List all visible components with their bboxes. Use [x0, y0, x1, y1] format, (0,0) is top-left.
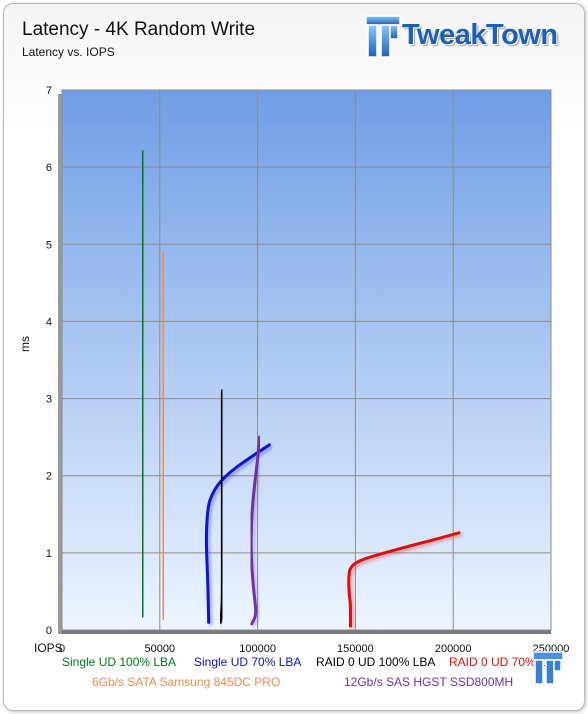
y-tick-label: 4 [46, 316, 52, 328]
tweaktown-logo-icon [365, 15, 401, 58]
chart-title: Latency - 4K Random Write [22, 19, 256, 40]
y-tick-label: 1 [46, 548, 52, 560]
x-tick-label: 50000 [145, 643, 176, 655]
legend-entry: Single UD 100% LBA [62, 655, 177, 669]
plot-floor [58, 630, 551, 634]
x-axis-title: IOPS [34, 641, 63, 655]
plot-area [61, 89, 552, 631]
series-line [347, 531, 461, 628]
tweaktown-badge-icon [532, 651, 564, 685]
y-tick-label: 0 [46, 625, 52, 637]
series-line [204, 443, 271, 624]
y-tick-label: 5 [46, 239, 52, 251]
y-tick-label: 6 [46, 162, 52, 174]
legend-entry: Single UD 70% LBA [194, 655, 302, 669]
series-line [249, 435, 262, 626]
x-tick-label: 200000 [435, 643, 472, 655]
brand-name: TweakTown [402, 19, 558, 51]
series-line [161, 250, 166, 620]
y-tick-label: 3 [46, 394, 52, 406]
x-tick-label: 0 [59, 643, 65, 655]
series-line [218, 389, 224, 624]
x-tick-label: 150000 [337, 643, 374, 655]
chart-subtitle: Latency vs. IOPS [22, 45, 115, 59]
legend-entry: 6Gb/s SATA Samsung 845DC PRO [92, 675, 281, 689]
series-line [140, 150, 145, 618]
y-tick-label: 2 [46, 471, 52, 483]
plot-wall [58, 94, 62, 634]
y-tick-label: 7 [46, 85, 52, 97]
legend-entry: 12Gb/s SAS HGST SSD800MH [344, 675, 514, 689]
x-tick-label: 100000 [239, 643, 276, 655]
legend-entry: RAID 0 UD 100% LBA [316, 655, 436, 669]
y-axis-title: ms [18, 336, 32, 352]
